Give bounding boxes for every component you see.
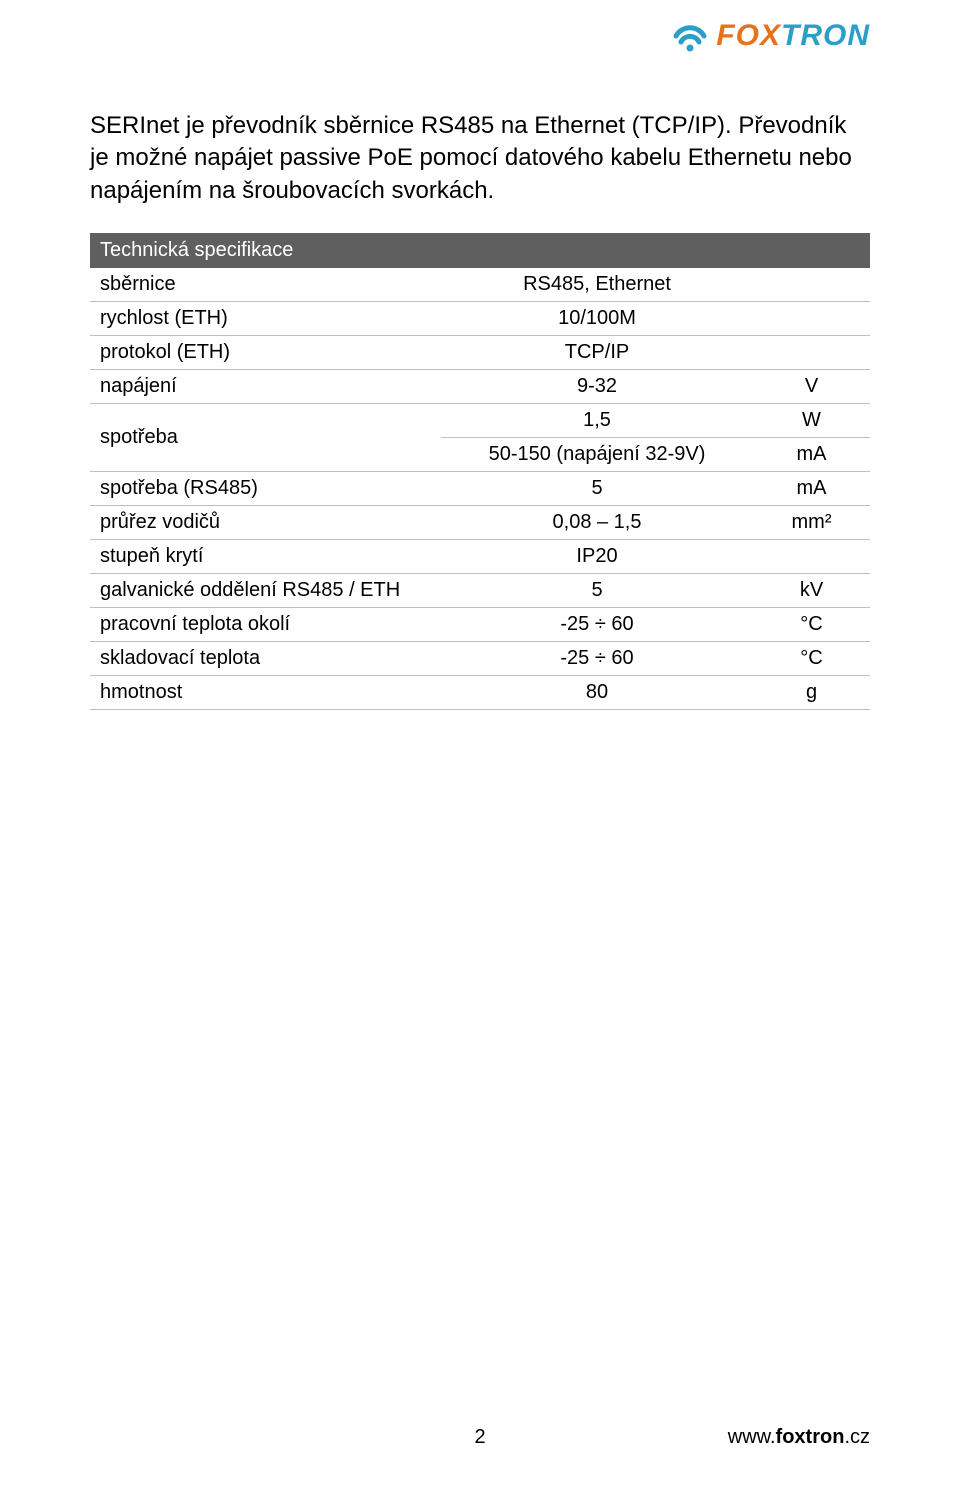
- spec-unit: mA: [753, 438, 870, 472]
- spec-value: RS485, Ethernet: [441, 268, 753, 302]
- table-row: sběrniceRS485, Ethernet: [90, 268, 870, 302]
- spec-unit: V: [753, 370, 870, 404]
- spec-label: galvanické oddělení RS485 / ETH: [90, 574, 441, 608]
- table-row: spotřeba (RS485)5mA: [90, 472, 870, 506]
- table-row: pracovní teplota okolí-25 ÷ 60°C: [90, 608, 870, 642]
- spec-label: stupeň krytí: [90, 540, 441, 574]
- spec-label: spotřeba (RS485): [90, 472, 441, 506]
- spec-value: 10/100M: [441, 302, 753, 336]
- table-row: galvanické oddělení RS485 / ETH5kV: [90, 574, 870, 608]
- table-row: průřez vodičů0,08 – 1,5mm²: [90, 506, 870, 540]
- page-footer: 2 www.foxtron.cz: [90, 1426, 870, 1449]
- spec-value: 9-32: [441, 370, 753, 404]
- spec-value: 5: [441, 472, 753, 506]
- spec-value: 50-150 (napájení 32-9V): [441, 438, 753, 472]
- logo-tron: TRON: [781, 19, 870, 52]
- spec-unit: °C: [753, 642, 870, 676]
- spec-unit: W: [753, 404, 870, 438]
- spec-value: -25 ÷ 60: [441, 608, 753, 642]
- spec-label: sběrnice: [90, 268, 441, 302]
- spec-unit: [753, 336, 870, 370]
- table-row: rychlost (ETH)10/100M: [90, 302, 870, 336]
- spec-unit: kV: [753, 574, 870, 608]
- spec-value: -25 ÷ 60: [441, 642, 753, 676]
- url-suffix: .cz: [844, 1426, 870, 1448]
- footer-url: www.foxtron.cz: [728, 1426, 870, 1449]
- url-bold: foxtron: [776, 1426, 845, 1448]
- spec-unit: g: [753, 676, 870, 710]
- spec-value: 0,08 – 1,5: [441, 506, 753, 540]
- table-row: protokol (ETH)TCP/IP: [90, 336, 870, 370]
- spec-value: 80: [441, 676, 753, 710]
- spec-value: 5: [441, 574, 753, 608]
- intro-paragraph: SERInet je převodník sběrnice RS485 na E…: [90, 110, 870, 207]
- brand-logo: FOXTRON: [670, 18, 870, 54]
- spec-value: 1,5: [441, 404, 753, 438]
- table-row: hmotnost80g: [90, 676, 870, 710]
- spec-unit: mm²: [753, 506, 870, 540]
- spec-label: skladovací teplota: [90, 642, 441, 676]
- logo-text: FOXTRON: [716, 19, 870, 53]
- table-row: skladovací teplota-25 ÷ 60°C: [90, 642, 870, 676]
- spec-header-row: Technická specifikace: [90, 233, 870, 268]
- url-prefix: www.: [728, 1426, 776, 1448]
- spec-label: spotřeba: [90, 404, 441, 472]
- spec-table: Technická specifikace sběrniceRS485, Eth…: [90, 233, 870, 710]
- spec-value: TCP/IP: [441, 336, 753, 370]
- spec-value: IP20: [441, 540, 753, 574]
- spec-label: průřez vodičů: [90, 506, 441, 540]
- spec-label: pracovní teplota okolí: [90, 608, 441, 642]
- spec-unit: [753, 540, 870, 574]
- spec-label: rychlost (ETH): [90, 302, 441, 336]
- spec-unit: [753, 302, 870, 336]
- spec-label: hmotnost: [90, 676, 441, 710]
- spec-label: napájení: [90, 370, 441, 404]
- table-row: stupeň krytíIP20: [90, 540, 870, 574]
- table-row: spotřeba1,5W: [90, 404, 870, 438]
- spec-header: Technická specifikace: [90, 233, 870, 268]
- spec-unit: [753, 268, 870, 302]
- logo-fox: FOX: [716, 19, 781, 52]
- spec-label: protokol (ETH): [90, 336, 441, 370]
- table-row: napájení9-32V: [90, 370, 870, 404]
- spec-unit: mA: [753, 472, 870, 506]
- wifi-icon: [670, 18, 710, 54]
- spec-unit: °C: [753, 608, 870, 642]
- page-number: 2: [474, 1426, 485, 1449]
